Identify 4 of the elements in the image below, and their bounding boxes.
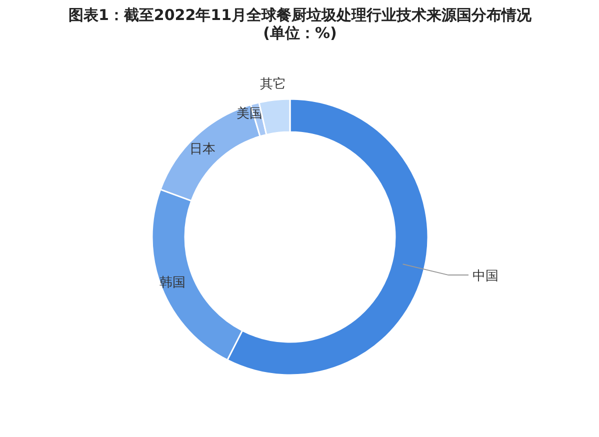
slice-label: 日本 xyxy=(189,142,216,158)
chart-title: 图表1：截至2022年11月全球餐厨垃圾处理行业技术来源国分布情况(单位：%) xyxy=(67,6,533,42)
slice-label: 其它 xyxy=(260,76,286,92)
slice-label: 中国 xyxy=(472,269,498,284)
